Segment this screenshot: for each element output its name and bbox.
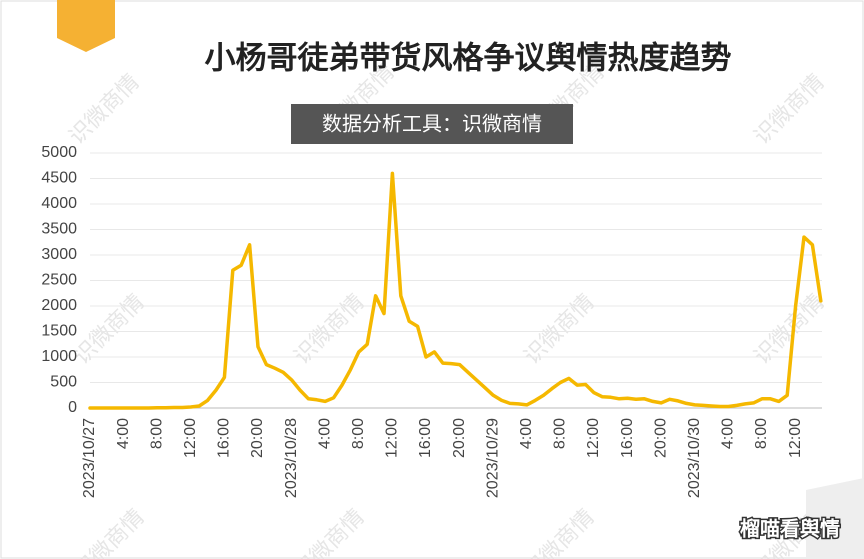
x-tick-label: 16:00 xyxy=(417,418,434,458)
y-tick-label: 1500 xyxy=(41,323,77,340)
x-tick-label: 4:00 xyxy=(518,418,535,449)
x-tick-label: 16:00 xyxy=(619,418,636,458)
x-tick-label: 8:00 xyxy=(552,418,569,449)
x-tick-label: 2023/10/28 xyxy=(283,418,300,498)
y-tick-label: 1000 xyxy=(41,348,77,365)
x-tick-label: 4:00 xyxy=(720,418,737,449)
x-tick-label: 4:00 xyxy=(115,418,132,449)
y-tick-label: 2500 xyxy=(41,272,77,289)
x-tick-label: 8:00 xyxy=(148,418,165,449)
subtitle: 数据分析工具：识微商情 xyxy=(322,112,542,136)
corner-tag xyxy=(57,0,115,52)
x-tick-label: 2023/10/29 xyxy=(484,418,501,498)
x-tick-label: 20:00 xyxy=(249,418,266,458)
y-tick-label: 500 xyxy=(50,374,77,391)
page-fold xyxy=(806,478,864,559)
x-tick-label: 12:00 xyxy=(384,418,401,458)
source-label: 榴喵看舆情 xyxy=(740,517,840,541)
x-tick-label: 16:00 xyxy=(216,418,233,458)
x-tick-label: 8:00 xyxy=(753,418,770,449)
x-tick-label: 8:00 xyxy=(350,418,367,449)
y-tick-label: 5000 xyxy=(41,144,77,161)
line xyxy=(88,171,823,410)
chart-title: 小杨哥徒弟带货风格争议舆情热度趋势 xyxy=(205,41,732,77)
y-tick-label: 4000 xyxy=(41,195,77,212)
y-tick-label: 3500 xyxy=(41,221,77,238)
y-tick-label: 3000 xyxy=(41,246,77,263)
y-tick-label: 0 xyxy=(68,399,77,416)
x-tick-label: 20:00 xyxy=(652,418,669,458)
y-tick-label: 2000 xyxy=(41,297,77,314)
x-tick-label: 12:00 xyxy=(182,418,199,458)
plot: 0 500 1000 1500 2000 2500 3000 3500 4000 4500 5000… xyxy=(41,144,823,498)
x-tick-label: 12:00 xyxy=(787,418,804,458)
x-tick-label: 4:00 xyxy=(316,418,333,449)
y-tick-label: 4500 xyxy=(41,170,77,187)
x-tick-label: 2023/10/30 xyxy=(686,418,703,498)
x-tick-label: 20:00 xyxy=(451,418,468,458)
x-tick-label: 12:00 xyxy=(585,418,602,458)
subtitle-box xyxy=(291,104,573,144)
x-tick-label: 2023/10/27 xyxy=(81,418,98,498)
